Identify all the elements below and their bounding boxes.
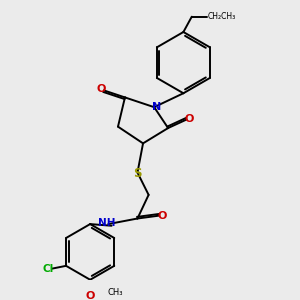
Text: CH₃: CH₃ — [107, 288, 123, 297]
Text: O: O — [157, 211, 166, 221]
Text: S: S — [133, 167, 142, 180]
Text: N: N — [152, 102, 161, 112]
Text: O: O — [96, 84, 105, 94]
Text: NH: NH — [98, 218, 116, 228]
Text: Cl: Cl — [42, 264, 54, 274]
Text: CH₂CH₃: CH₂CH₃ — [208, 12, 236, 21]
Text: O: O — [85, 292, 95, 300]
Text: O: O — [185, 114, 194, 124]
